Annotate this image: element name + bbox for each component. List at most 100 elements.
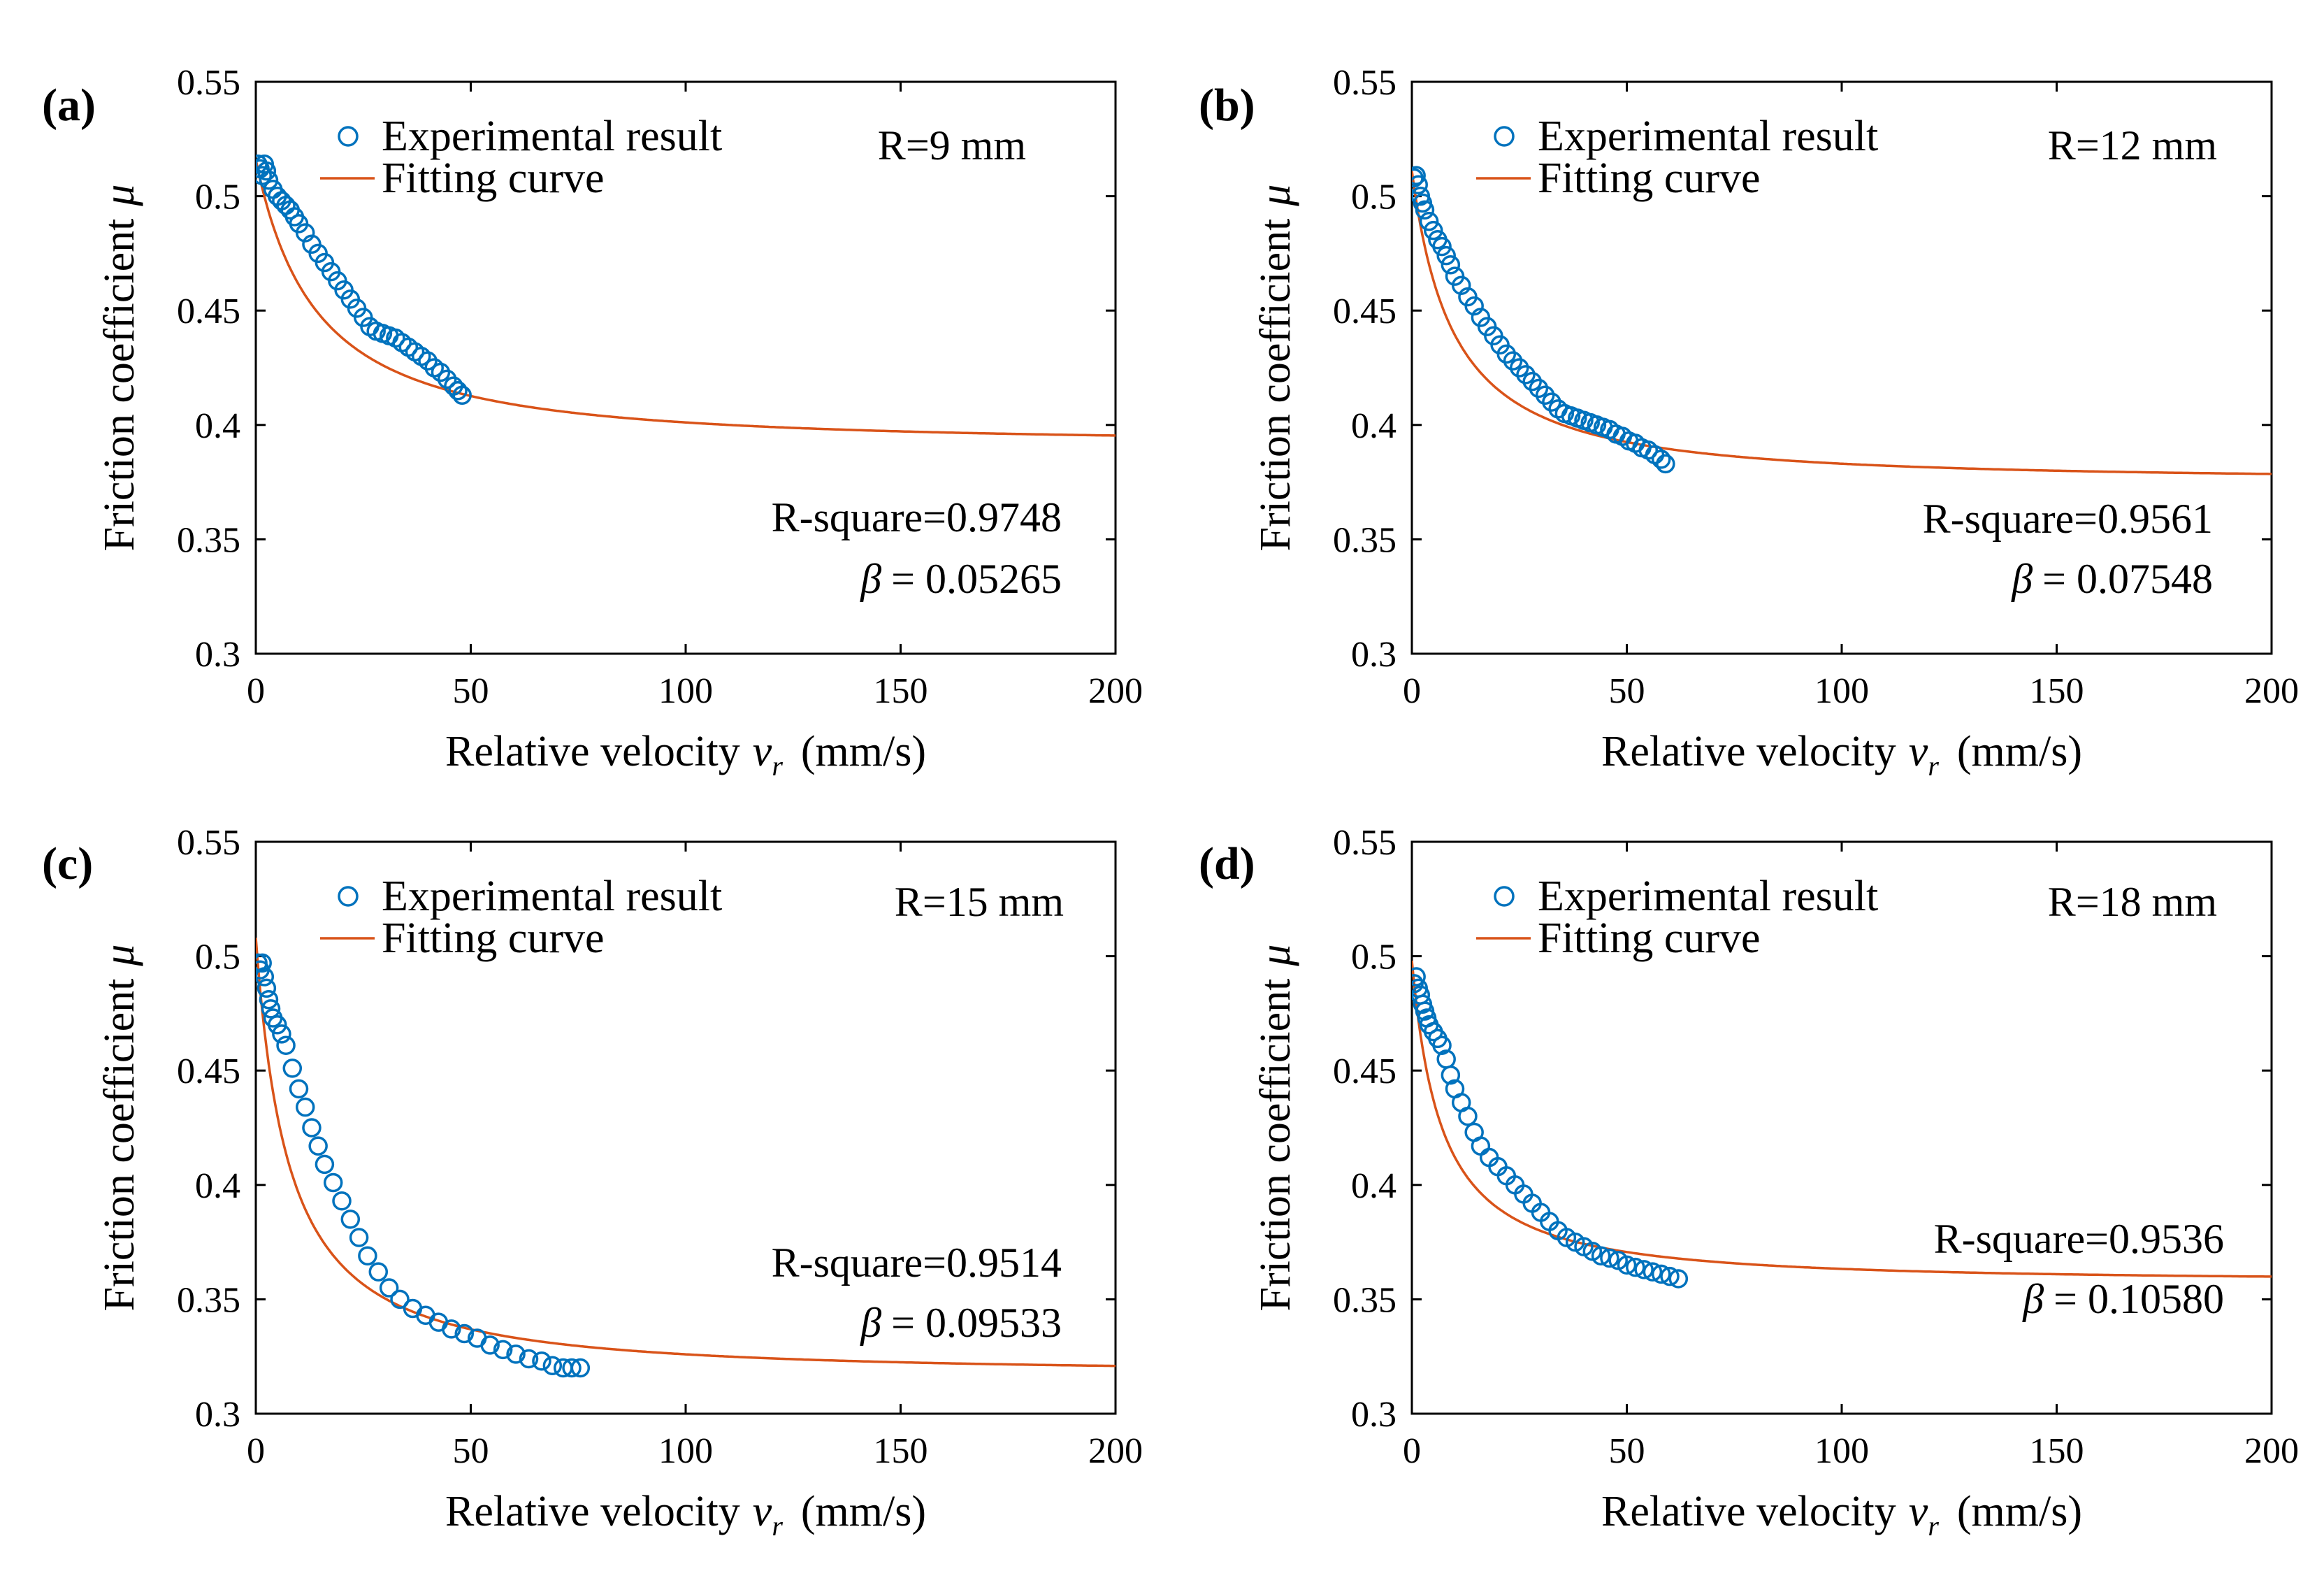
- legend-label-experimental: Experimental result: [382, 873, 722, 920]
- data-point: [1626, 1257, 1645, 1277]
- data-point: [332, 1191, 352, 1211]
- y-tick-label: 0.55: [177, 63, 240, 103]
- data-point: [506, 1344, 526, 1364]
- fitting-curve: [1412, 171, 2272, 475]
- data-point: [1471, 1136, 1491, 1156]
- data-point: [390, 1289, 410, 1310]
- legend-label-fitting: Fitting curve: [382, 914, 605, 962]
- data-point: [493, 1340, 513, 1360]
- x-tick-label: 50: [1609, 1431, 1645, 1471]
- data-point: [349, 1228, 369, 1247]
- r-square-label: R-square=0.9536: [1934, 1216, 2224, 1262]
- data-point: [308, 1136, 328, 1156]
- data-point: [519, 1349, 539, 1369]
- data-point: [257, 161, 277, 181]
- x-tick-label: 50: [1609, 671, 1645, 711]
- data-point: [1660, 1266, 1680, 1286]
- data-point: [562, 1358, 582, 1378]
- data-point: [1656, 454, 1675, 474]
- panel-label: (d): [1199, 838, 1255, 889]
- data-point: [261, 999, 281, 1019]
- data-point: [259, 990, 279, 1010]
- data-point: [1415, 200, 1435, 220]
- data-point: [1436, 245, 1456, 266]
- y-tick-label: 0.35: [1333, 1280, 1396, 1320]
- data-point: [256, 953, 272, 973]
- data-point: [1542, 392, 1561, 412]
- data-point: [452, 385, 472, 406]
- data-point: [1441, 255, 1461, 275]
- y-tick-label: 0.35: [177, 520, 240, 560]
- y-tick-label: 0.55: [1333, 823, 1396, 863]
- legend-marker-experimental: [1494, 886, 1515, 907]
- data-point: [1591, 1246, 1611, 1265]
- y-tick-label: 0.5: [1351, 938, 1396, 977]
- panel-label: (c): [42, 838, 93, 889]
- x-tick-label: 150: [2030, 1431, 2084, 1471]
- data-point: [1464, 296, 1484, 316]
- beta-label: β = 0.07548: [2011, 556, 2213, 602]
- y-tick-label: 0.35: [1333, 520, 1396, 560]
- panel-label: (b): [1199, 80, 1255, 131]
- data-point: [1600, 1248, 1619, 1268]
- data-point: [1412, 967, 1426, 987]
- data-point: [1634, 1260, 1654, 1279]
- data-point: [259, 170, 279, 190]
- fitting-curve: [256, 938, 1116, 1368]
- y-tick-label: 0.55: [1333, 63, 1396, 103]
- x-tick-label: 200: [1088, 1431, 1143, 1471]
- radius-label: R=18 mm: [2048, 879, 2217, 925]
- legend-label-experimental: Experimental result: [382, 113, 722, 160]
- x-tick-label: 0: [1403, 1431, 1421, 1471]
- data-point: [379, 1278, 399, 1298]
- legend-label-fitting: Fitting curve: [382, 155, 605, 202]
- data-point: [454, 1323, 475, 1344]
- y-axis-label: Friction coefficientμ: [1252, 185, 1299, 552]
- legend-label-experimental: Experimental result: [1538, 873, 1878, 920]
- data-point: [448, 380, 468, 401]
- panel-a: 0 50 100 150 200 0.3 0.35 0.4 0.45 0.5 0.55 Relativ…: [42, 63, 1143, 782]
- fitting-curve: [1412, 960, 2272, 1278]
- x-tick-label: 50: [453, 671, 489, 711]
- x-tick-label: 100: [658, 1431, 713, 1471]
- data-point: [282, 1059, 303, 1078]
- data-point: [1451, 275, 1471, 295]
- fitting-curve: [256, 159, 1116, 437]
- x-tick-label: 150: [874, 1431, 928, 1471]
- beta-label: β = 0.09533: [860, 1300, 1062, 1346]
- y-tick-label: 0.4: [1351, 406, 1396, 446]
- y-tick-label: 0.3: [195, 1395, 240, 1435]
- data-point: [480, 1335, 500, 1355]
- radius-label: R=12 mm: [2048, 122, 2217, 168]
- x-tick-label: 0: [1403, 671, 1421, 711]
- x-axis-label: Relative velocity vr (mm/s): [1601, 728, 2082, 782]
- y-tick-label: 0.55: [177, 823, 240, 863]
- x-tick-label: 50: [453, 1431, 489, 1471]
- data-point: [289, 1079, 309, 1099]
- x-tick-label: 200: [1088, 671, 1143, 711]
- y-tick-label: 0.5: [195, 938, 240, 977]
- data-point: [1458, 1106, 1478, 1126]
- y-tick-label: 0.4: [195, 406, 240, 446]
- x-tick-label: 100: [1814, 671, 1869, 711]
- y-axis-label: Friction coefficientμ: [1252, 945, 1299, 1312]
- y-tick-label: 0.45: [1333, 292, 1396, 331]
- panel-label: (a): [42, 80, 96, 131]
- data-point: [1432, 236, 1452, 257]
- data-point: [1424, 220, 1443, 241]
- x-tick-label: 200: [2244, 671, 2299, 711]
- data-point: [1617, 1255, 1637, 1275]
- data-point: [368, 1262, 389, 1282]
- y-axis-label: Friction coefficientμ: [96, 185, 143, 552]
- data-point: [1651, 1264, 1671, 1284]
- data-point: [532, 1351, 551, 1371]
- data-point: [1503, 351, 1523, 371]
- x-tick-label: 0: [247, 1431, 265, 1471]
- data-point: [1432, 1035, 1452, 1055]
- data-point: [1412, 166, 1426, 185]
- x-tick-label: 100: [658, 671, 713, 711]
- data-point: [431, 362, 451, 382]
- y-tick-label: 0.5: [195, 178, 240, 217]
- data-point: [1441, 1065, 1461, 1085]
